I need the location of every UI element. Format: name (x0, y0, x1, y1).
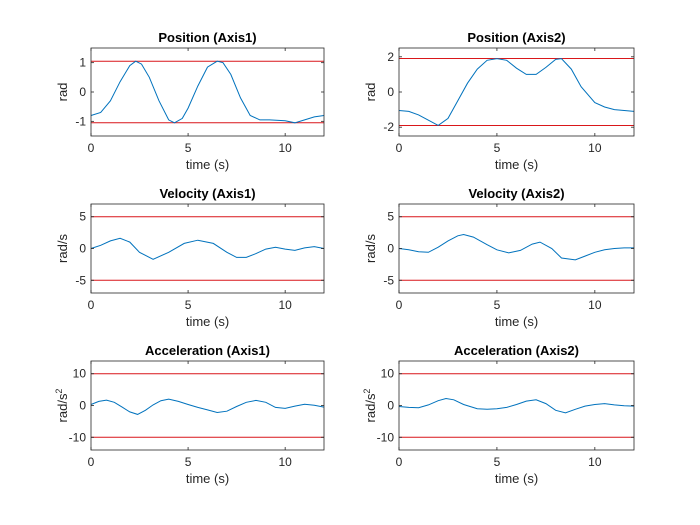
x-tick-label: 10 (278, 455, 292, 469)
chart-title: Velocity (Axis1) (159, 186, 255, 201)
chart-title: Position (Axis2) (467, 30, 565, 45)
y-tick-label: -5 (383, 273, 394, 287)
x-tick-label: 0 (396, 298, 403, 312)
y-axis-label: rad (363, 83, 378, 102)
y-axis-label-exponent: 2 (362, 389, 372, 394)
y-tick-label: 0 (79, 399, 86, 413)
x-tick-label: 5 (494, 455, 501, 469)
data-line (90, 60, 325, 124)
y-tick-label: 10 (73, 367, 87, 381)
x-axis-label: time (s) (495, 471, 538, 486)
x-tick-label: 5 (185, 298, 192, 312)
x-tick-label: 0 (88, 141, 95, 155)
x-tick-label: 10 (588, 141, 602, 155)
x-tick-label: 5 (494, 298, 501, 312)
x-tick-label: 0 (88, 455, 95, 469)
y-tick-label: -5 (75, 273, 86, 287)
y-tick-label: 0 (387, 85, 394, 99)
data-line (398, 397, 635, 414)
y-tick-label: 5 (79, 210, 86, 224)
x-axis-label: time (s) (186, 471, 229, 486)
x-axis-label: time (s) (186, 157, 229, 172)
x-axis-label: time (s) (495, 314, 538, 329)
y-tick-label: 10 (381, 367, 395, 381)
x-tick-label: 10 (278, 141, 292, 155)
data-line (90, 237, 325, 260)
y-tick-label: 1 (79, 56, 86, 70)
x-axis-label: time (s) (186, 314, 229, 329)
axes-frame (90, 203, 325, 294)
y-tick-label: -10 (377, 430, 395, 444)
x-tick-label: 0 (88, 298, 95, 312)
chart-title: Velocity (Axis2) (468, 186, 564, 201)
data-line (90, 398, 325, 415)
y-axis-label-exponent: 2 (54, 389, 64, 394)
y-tick-label: 0 (79, 85, 86, 99)
y-axis-label: rad/s2 (54, 389, 70, 423)
axes-frame (90, 360, 325, 451)
y-tick-label: 5 (387, 210, 394, 224)
y-tick-label: -10 (69, 430, 87, 444)
x-tick-label: 5 (185, 455, 192, 469)
axes-frame (398, 203, 635, 294)
y-axis-label: rad/s (55, 234, 70, 263)
y-tick-label: 2 (387, 50, 394, 64)
data-line (398, 58, 635, 126)
x-axis-label: time (s) (495, 157, 538, 172)
y-tick-label: 0 (387, 242, 394, 256)
y-axis-label: rad/s2 (362, 389, 378, 423)
x-tick-label: 5 (185, 141, 192, 155)
x-tick-label: 0 (396, 141, 403, 155)
chart-title: Position (Axis1) (158, 30, 256, 45)
y-axis-label: rad (55, 83, 70, 102)
x-tick-label: 10 (278, 298, 292, 312)
y-tick-label: -2 (383, 120, 394, 134)
x-tick-label: 10 (588, 455, 602, 469)
axes-frame (398, 360, 635, 451)
x-tick-label: 5 (494, 141, 501, 155)
y-tick-label: 0 (79, 242, 86, 256)
x-tick-label: 10 (588, 298, 602, 312)
data-line (398, 233, 634, 261)
y-axis-label: rad/s (363, 234, 378, 263)
y-tick-label: 0 (387, 399, 394, 413)
chart-title: Acceleration (Axis2) (454, 343, 579, 358)
x-tick-label: 0 (396, 455, 403, 469)
chart-title: Acceleration (Axis1) (145, 343, 270, 358)
y-tick-label: -1 (75, 114, 86, 128)
